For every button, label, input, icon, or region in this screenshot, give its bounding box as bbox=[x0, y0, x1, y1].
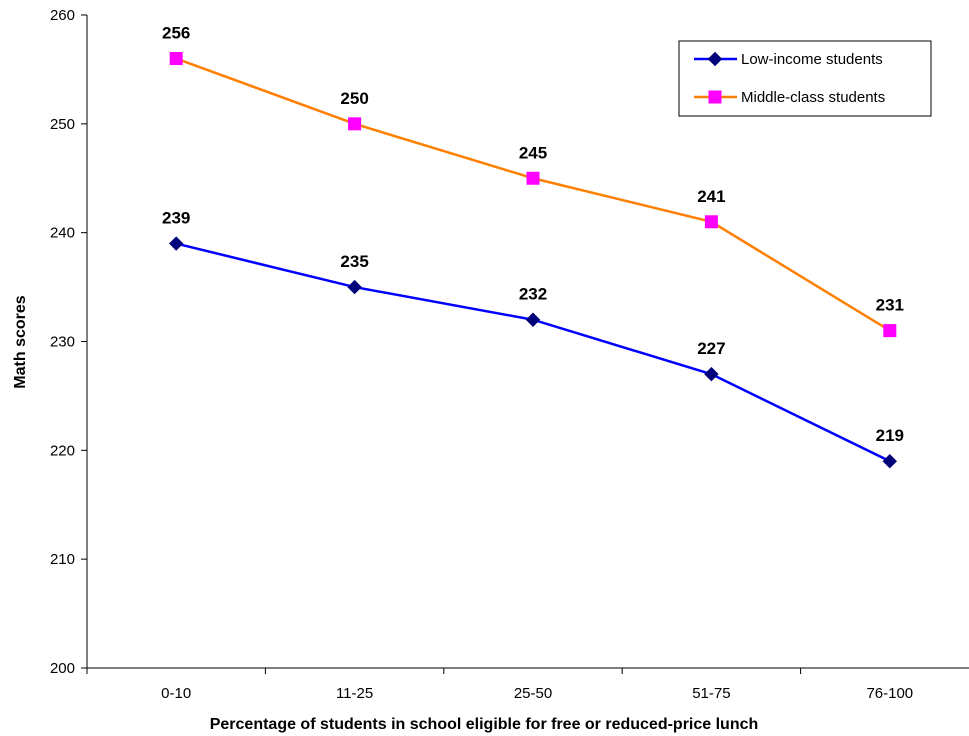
data-point bbox=[704, 366, 719, 382]
series-layer bbox=[168, 52, 898, 469]
data-label: 250 bbox=[340, 89, 368, 108]
legend: Low-income students Middle-class students bbox=[678, 40, 932, 117]
y-ticks: 200 210 220 230 240 250 260 bbox=[50, 7, 87, 677]
y-tick-label: 230 bbox=[50, 334, 75, 351]
data-labels: 239 235 232 227 219 256 250 245 241 231 bbox=[162, 24, 904, 446]
data-point bbox=[526, 171, 540, 185]
data-point bbox=[348, 117, 362, 131]
data-label: 245 bbox=[519, 143, 547, 162]
y-tick-label: 200 bbox=[50, 660, 75, 677]
data-label: 256 bbox=[162, 24, 190, 43]
x-tick-label: 76-100 bbox=[866, 685, 913, 702]
x-ticks: 0-10 11-25 25-50 51-75 76-100 bbox=[86, 668, 913, 702]
data-point bbox=[525, 312, 541, 327]
data-point bbox=[882, 454, 898, 469]
data-point bbox=[169, 52, 183, 66]
legend-label: Middle-class students bbox=[741, 89, 885, 106]
y-tick-label: 210 bbox=[50, 551, 75, 568]
data-label: 232 bbox=[519, 285, 547, 304]
x-tick-label: 11-25 bbox=[336, 685, 373, 702]
y-tick-label: 220 bbox=[50, 442, 75, 459]
x-tick-label: 25-50 bbox=[514, 685, 552, 702]
x-tick-label: 51-75 bbox=[692, 685, 730, 702]
y-tick-label: 260 bbox=[50, 7, 75, 24]
data-point bbox=[883, 324, 897, 338]
data-point bbox=[347, 279, 362, 295]
legend-marker bbox=[707, 51, 723, 67]
legend-label: Low-income students bbox=[741, 51, 883, 68]
data-label: 231 bbox=[876, 296, 904, 315]
data-label: 239 bbox=[162, 209, 190, 228]
series-line bbox=[175, 242, 891, 463]
data-label: 227 bbox=[697, 339, 725, 358]
legend-marker bbox=[708, 90, 722, 104]
y-tick-label: 240 bbox=[50, 225, 75, 242]
data-label: 235 bbox=[340, 252, 368, 271]
x-tick-label: 0-10 bbox=[161, 685, 191, 702]
data-point bbox=[704, 215, 718, 229]
data-point bbox=[168, 236, 184, 251]
y-axis-title: Math scores bbox=[12, 295, 29, 388]
y-tick-label: 250 bbox=[50, 116, 75, 133]
data-label: 241 bbox=[697, 187, 725, 206]
x-axis-title: Percentage of students in school eligibl… bbox=[210, 716, 759, 733]
data-label: 219 bbox=[876, 426, 904, 445]
